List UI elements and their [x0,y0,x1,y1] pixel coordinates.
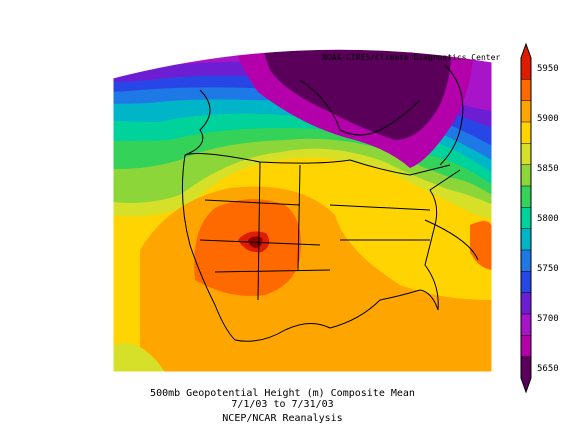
colorbar-segment [521,356,531,379]
caption-title: 500mb Geopotential Height (m) Composite … [150,388,415,399]
colorbar-label-5950: 5950 [537,64,559,74]
map-border [112,48,493,373]
colorbar-segment [521,271,531,293]
colorbar-segment [521,79,531,101]
colorbar-label-5750: 5750 [537,264,559,274]
coastlines [181,64,479,342]
colorbar-top-arrow [521,44,531,58]
band-orange-atlantic [470,221,492,270]
colorbar-segment [521,164,531,187]
height-contours [113,49,492,372]
colorbar-label-5900: 5900 [537,114,559,124]
colorbar-label-5850: 5850 [537,164,559,174]
colorbar-segment [521,58,531,80]
colorbar-label-5700: 5700 [537,314,559,324]
colorbar-segment [521,292,531,315]
credit-label: NOAA-CIRES/Climate Diagnostics Center [322,53,501,62]
colorbar-segment [521,335,531,357]
colorbar-segment [521,250,531,272]
colorbar-segment [521,143,531,165]
colorbar-segment [521,228,531,251]
colorbar-label-5650: 5650 [537,364,559,374]
caption-source: NCEP/NCAR Reanalysis [222,413,343,424]
colorbar [520,42,532,394]
colorbar-segment [521,186,531,208]
colorbar-segment [521,314,531,336]
band-dark-purple [260,49,452,140]
caption-dates: 7/1/03 to 7/31/03 [231,399,334,410]
colorbar-segment [521,100,531,123]
colorbar-label-5800: 5800 [537,214,559,224]
colorbar-outline [520,42,532,394]
colorbar-bottom-arrow [521,378,531,392]
colorbar-segment [521,207,531,229]
colorbar-segment [521,122,531,144]
band-yellow-green-sw [113,342,165,372]
